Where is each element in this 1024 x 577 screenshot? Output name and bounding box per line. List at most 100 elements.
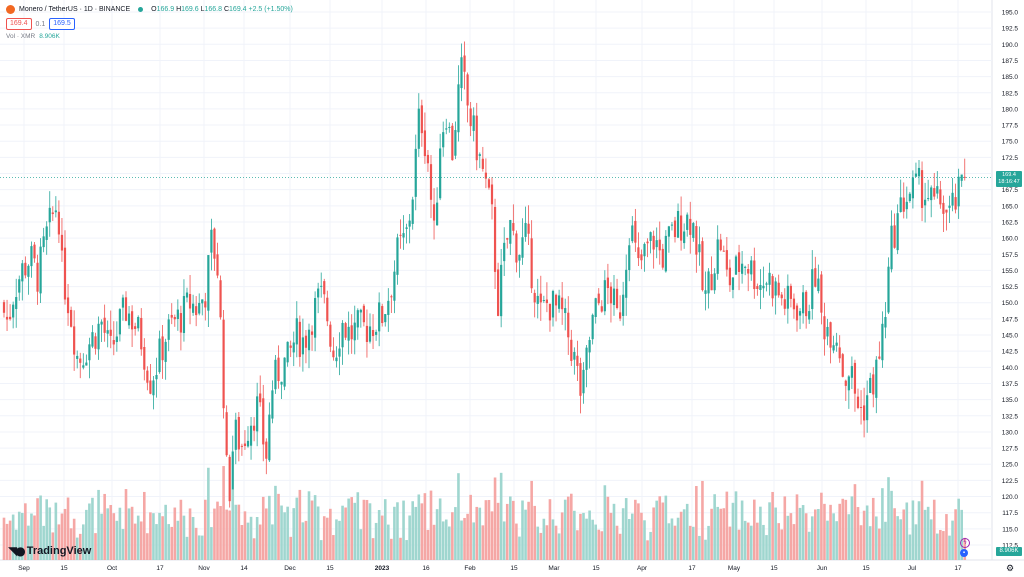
candle-body[interactable]	[97, 323, 100, 350]
candle-body[interactable]	[920, 170, 924, 208]
candle-body[interactable]	[414, 148, 417, 197]
candle-body[interactable]	[256, 396, 259, 432]
candle-body[interactable]	[838, 347, 841, 359]
candle-body[interactable]	[356, 310, 359, 328]
candle-body[interactable]	[698, 244, 701, 253]
candle-body[interactable]	[240, 445, 243, 447]
candle-body[interactable]	[225, 412, 228, 456]
candle-body[interactable]	[192, 303, 195, 313]
candle-body[interactable]	[85, 362, 88, 366]
candle-body[interactable]	[249, 425, 253, 446]
candle-body[interactable]	[716, 239, 719, 274]
candle-body[interactable]	[661, 248, 664, 268]
volume-legend[interactable]: Vol · XMR 8.906K	[6, 33, 60, 40]
candle-body[interactable]	[460, 57, 463, 89]
candle-body[interactable]	[692, 223, 695, 238]
candle-body[interactable]	[48, 207, 51, 223]
candle-body[interactable]	[54, 210, 57, 213]
candle-body[interactable]	[500, 264, 503, 317]
candle-body[interactable]	[127, 313, 131, 326]
candle-body[interactable]	[905, 201, 908, 210]
candle-body[interactable]	[33, 244, 36, 259]
candle-body[interactable]	[66, 297, 70, 314]
candle-body[interactable]	[564, 308, 567, 314]
candle-body[interactable]	[637, 247, 640, 259]
candle-body[interactable]	[45, 226, 48, 240]
candle-body[interactable]	[866, 395, 869, 421]
candle-body[interactable]	[30, 246, 33, 267]
candle-body[interactable]	[472, 115, 475, 131]
candle-body[interactable]	[805, 291, 808, 317]
candle-body[interactable]	[884, 317, 887, 328]
candle-body[interactable]	[146, 370, 149, 383]
candle-body[interactable]	[344, 323, 347, 338]
candle-body[interactable]	[469, 108, 472, 127]
candle-body[interactable]	[280, 381, 283, 385]
candle-body[interactable]	[219, 280, 222, 318]
candle-body[interactable]	[21, 263, 24, 282]
candle-body[interactable]	[478, 154, 481, 156]
candle-body[interactable]	[704, 290, 707, 294]
candle-body[interactable]	[783, 299, 786, 309]
candle-body[interactable]	[695, 226, 698, 255]
candle-body[interactable]	[701, 241, 704, 291]
candle-body[interactable]	[283, 357, 286, 387]
candle-body[interactable]	[942, 202, 945, 214]
candle-body[interactable]	[121, 297, 125, 308]
candle-body[interactable]	[253, 425, 256, 431]
candle-body[interactable]	[524, 223, 527, 237]
candle-body[interactable]	[487, 179, 491, 188]
candle-body[interactable]	[594, 298, 597, 317]
candle-body[interactable]	[939, 189, 942, 205]
candle-body[interactable]	[924, 199, 927, 206]
candle-body[interactable]	[963, 176, 966, 178]
candle-body[interactable]	[423, 130, 426, 157]
candle-body[interactable]	[820, 274, 823, 313]
candle-body[interactable]	[490, 184, 494, 205]
candle-body[interactable]	[811, 269, 814, 310]
candle-body[interactable]	[143, 346, 146, 370]
candle-body[interactable]	[274, 359, 277, 390]
candle-body[interactable]	[222, 319, 225, 409]
candle-body[interactable]	[683, 231, 686, 244]
candle-body[interactable]	[411, 199, 414, 224]
candle-body[interactable]	[417, 108, 420, 149]
candle-body[interactable]	[314, 298, 317, 338]
candle-body[interactable]	[298, 321, 301, 357]
candle-body[interactable]	[673, 220, 677, 238]
candle-body[interactable]	[375, 331, 378, 335]
candle-body[interactable]	[509, 220, 512, 244]
candle-body[interactable]	[872, 374, 875, 395]
candle-body[interactable]	[304, 335, 308, 348]
candle-body[interactable]	[91, 332, 94, 347]
candle-body[interactable]	[936, 186, 939, 194]
candle-body[interactable]	[170, 314, 173, 318]
candle-body[interactable]	[792, 298, 796, 310]
candle-body[interactable]	[533, 292, 536, 303]
candle-body[interactable]	[124, 297, 128, 321]
candle-body[interactable]	[475, 115, 478, 161]
candle-body[interactable]	[176, 309, 179, 320]
candle-body[interactable]	[198, 302, 201, 314]
candle-body[interactable]	[341, 322, 344, 348]
settings-gear-icon[interactable]: ⚙	[1006, 563, 1015, 573]
candle-body[interactable]	[863, 405, 866, 421]
candle-body[interactable]	[795, 305, 799, 321]
candle-body[interactable]	[908, 193, 911, 201]
candle-body[interactable]	[396, 237, 399, 275]
candle-body[interactable]	[655, 240, 658, 248]
candle-body[interactable]	[786, 285, 789, 309]
candle-body[interactable]	[368, 326, 372, 342]
candle-body[interactable]	[317, 288, 320, 298]
candle-body[interactable]	[808, 311, 811, 320]
candle-body[interactable]	[207, 255, 210, 311]
candle-body[interactable]	[451, 125, 454, 161]
candle-body[interactable]	[615, 288, 619, 309]
candle-body[interactable]	[728, 267, 731, 286]
candle-body[interactable]	[948, 205, 951, 208]
candle-body[interactable]	[643, 243, 646, 257]
candle-body[interactable]	[896, 213, 899, 251]
candle-body[interactable]	[927, 198, 930, 200]
sell-price-box[interactable]: 169.4	[6, 18, 32, 30]
